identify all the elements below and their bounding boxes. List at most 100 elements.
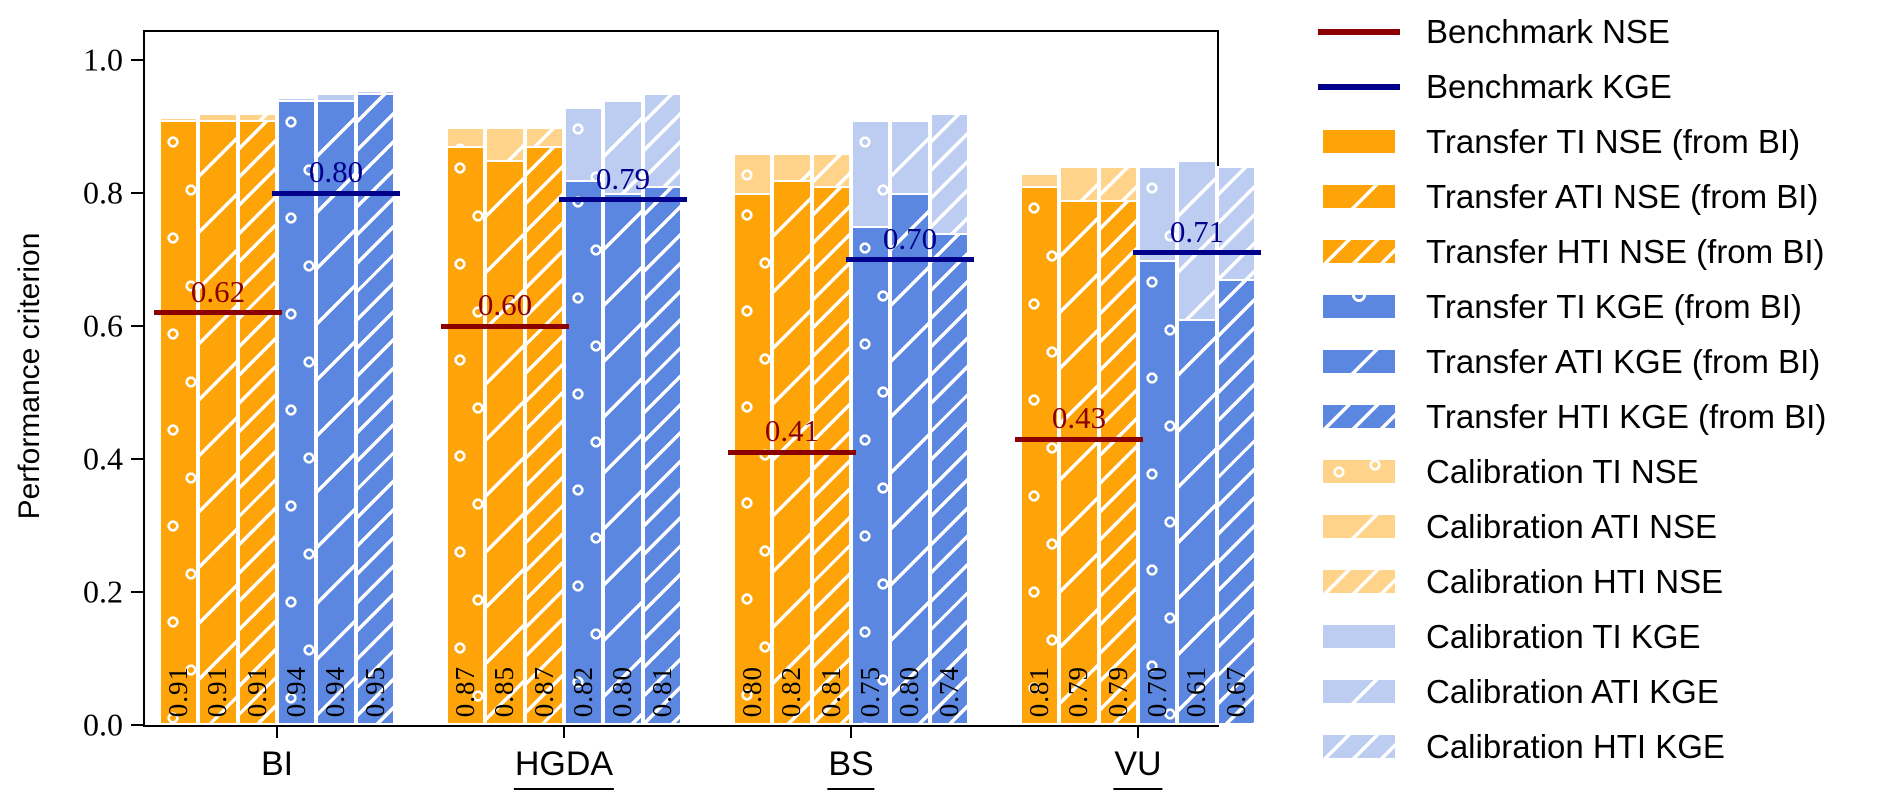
transfer-bar-ti-nse <box>733 193 773 725</box>
legend-item: Transfer TI KGE (from BI) <box>1318 279 1826 334</box>
category-text: HGDA <box>513 745 615 790</box>
category-text: BS <box>827 745 875 790</box>
y-axis-title: Performance criterion <box>13 232 46 520</box>
bar-value-label: 0.61 <box>1177 666 1216 717</box>
x-tick-label-hgda: HGDA <box>513 745 615 790</box>
category-text: BI <box>260 745 294 783</box>
bar-value-label: 0.75 <box>851 666 890 717</box>
legend-label: Transfer ATI NSE (from BI) <box>1426 177 1819 215</box>
legend-item: Calibration ATI KGE <box>1318 664 1826 719</box>
legend-patch-sample <box>1323 130 1395 153</box>
benchmark-nse-line <box>728 449 856 455</box>
bar-value-text: 0.79 <box>1102 665 1133 717</box>
legend-item: Calibration HTI KGE <box>1318 719 1826 774</box>
bar-value-text: 0.80 <box>894 665 925 717</box>
legend-line-sample <box>1318 83 1400 90</box>
bar-value-label: 0.94 <box>316 666 355 717</box>
bar-value-text: 0.79 <box>1063 665 1094 717</box>
legend-item: Benchmark NSE <box>1318 4 1826 59</box>
bar-value-label: 0.67 <box>1217 666 1256 717</box>
legend: Benchmark NSE Benchmark KGE Transfer TI NS… <box>1318 4 1826 774</box>
benchmark-kge-label: 0.71 <box>1169 213 1225 249</box>
bar-value-label: 0.85 <box>485 666 524 717</box>
legend-label: Transfer TI NSE (from BI) <box>1426 122 1801 160</box>
legend-swatch-rect-d2 <box>1318 405 1400 428</box>
bar-group: 0.81 0.79 0.79 0.70 0.61 0.67 0.43 0.71 <box>1015 32 1261 725</box>
benchmark-nse-line <box>1015 436 1143 442</box>
transfer-bar-hti-nse <box>1098 199 1138 725</box>
transfer-bar-ti-kge <box>277 99 317 725</box>
y-tick-mark <box>131 723 145 727</box>
benchmark-kge-label: 0.70 <box>882 220 938 256</box>
transfer-bar-ati-nse <box>1059 199 1099 725</box>
bar-value-text: 0.95 <box>359 665 390 717</box>
legend-label: Transfer HTI NSE (from BI) <box>1426 232 1825 270</box>
benchmark-nse-label: 0.43 <box>1051 400 1107 436</box>
bar-value-text: 0.91 <box>202 665 233 717</box>
y-tick-mark <box>131 457 145 461</box>
bar-value-label: 0.87 <box>525 666 564 717</box>
legend-patch-sample <box>1323 460 1395 483</box>
y-tick-label: 1.0 <box>83 41 123 78</box>
transfer-bar-ti-kge <box>1138 259 1178 725</box>
transfer-bar-hti-nse <box>811 186 851 725</box>
bar-value-label: 0.95 <box>356 666 395 717</box>
benchmark-kge-label: 0.80 <box>308 154 364 189</box>
transfer-bar-ti-nse <box>1020 186 1060 725</box>
transfer-bar-hti-nse <box>237 119 277 725</box>
legend-label: Transfer ATI KGE (from BI) <box>1426 342 1821 380</box>
bar-value-label: 0.70 <box>1138 666 1177 717</box>
transfer-bar-ati-kge <box>1177 319 1217 725</box>
bar-value-label: 0.79 <box>1099 666 1138 717</box>
legend-label: Calibration ATI NSE <box>1426 507 1718 545</box>
bar-group: 0.80 0.82 0.81 0.75 0.80 0.74 0.41 0.70 <box>728 32 974 725</box>
bar-value-text: 0.85 <box>489 665 520 717</box>
legend-item: Transfer HTI KGE (from BI) <box>1318 389 1826 444</box>
bar-value-text: 0.94 <box>320 665 351 717</box>
y-tick-label: 0.2 <box>83 573 123 610</box>
y-tick-mark <box>131 590 145 594</box>
legend-item: Calibration ATI NSE <box>1318 499 1826 554</box>
transfer-bar-ati-kge <box>603 193 643 725</box>
bar-value-text: 0.82 <box>568 665 599 717</box>
x-tick-mark <box>562 725 566 738</box>
legend-swatch-line <box>1318 28 1400 35</box>
legend-item: Calibration TI NSE <box>1318 444 1826 499</box>
legend-swatch-rect-d1 <box>1318 185 1400 208</box>
y-tick-label: 0.0 <box>83 706 123 743</box>
legend-label: Benchmark KGE <box>1426 67 1672 105</box>
bar-value-text: 0.87 <box>450 665 481 717</box>
bar-value-text: 0.81 <box>646 665 677 717</box>
legend-swatch-rect-d1 <box>1318 350 1400 373</box>
x-tick-label-bi: BI <box>261 745 293 784</box>
transfer-bar-ati-nse <box>485 159 525 725</box>
transfer-bar-ati-nse <box>198 119 238 725</box>
bar-value-text: 0.81 <box>815 665 846 717</box>
benchmark-nse-line <box>441 323 569 329</box>
transfer-bar-hti-nse <box>524 146 564 725</box>
bar-value-text: 0.75 <box>855 665 886 717</box>
bar-value-label: 0.81 <box>1020 666 1059 717</box>
legend-label: Transfer HTI KGE (from BI) <box>1426 397 1827 435</box>
legend-swatch-rect-d2 <box>1318 735 1400 758</box>
legend-swatch-rect <box>1318 625 1400 648</box>
transfer-bar-ati-kge <box>316 99 356 725</box>
transfer-bar-hti-kge <box>642 186 682 725</box>
plot-area: 0.0 0.2 0.4 0.6 0.8 1.0 0.91 0.91 0.91 0.94 0.94 0.… <box>83 30 1261 790</box>
legend-swatch-rect-d1 <box>1318 515 1400 538</box>
y-tick-label: 0.8 <box>83 174 123 211</box>
bar-value-label: 0.82 <box>772 666 811 717</box>
benchmark-kge-line <box>846 257 974 262</box>
legend-swatch-rect <box>1318 130 1400 153</box>
legend-item: Transfer ATI NSE (from BI) <box>1318 169 1826 224</box>
transfer-bar-ti-kge <box>851 226 891 725</box>
legend-line-sample <box>1318 28 1400 35</box>
legend-patch-sample <box>1323 350 1395 373</box>
x-tick-label-vu: VU <box>1113 745 1163 790</box>
legend-label: Calibration ATI KGE <box>1426 672 1719 710</box>
legend-label: Calibration TI KGE <box>1426 617 1701 655</box>
benchmark-nse-label: 0.41 <box>764 413 820 449</box>
bar-value-label: 0.79 <box>1059 666 1098 717</box>
legend-swatch-rect-d2 <box>1318 240 1400 263</box>
